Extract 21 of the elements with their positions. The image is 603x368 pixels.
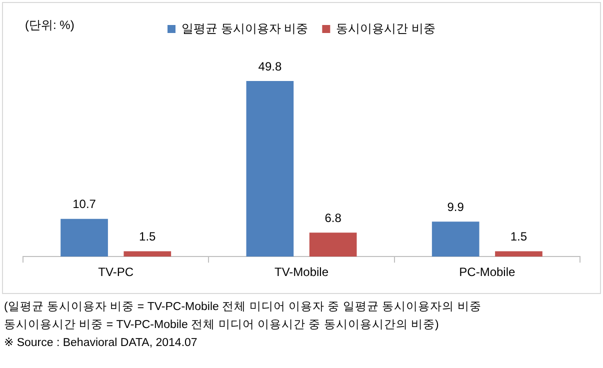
bar	[309, 232, 357, 257]
legend-label: 일평균 동시이용자 비중	[182, 21, 308, 36]
text: (일평균 동시이용자 비중 = TV-PC-Mobile 전체 미디어 이용자 중 일평균 동시이용자의 비중	[4, 300, 482, 315]
data-label: 1.5	[139, 230, 156, 244]
bar	[432, 222, 480, 257]
bar	[246, 80, 294, 257]
data-label: 9.9	[447, 200, 464, 214]
x-tick-label: TV-Mobile	[274, 265, 329, 280]
y-axis-title: (단위: %)	[25, 17, 74, 34]
data-label: 49.8	[258, 59, 282, 74]
bar	[124, 251, 172, 257]
bar	[495, 251, 542, 257]
bar	[60, 218, 108, 257]
data-label: 10.7	[72, 197, 96, 212]
legend-label: 동시이용시간 비중	[336, 21, 436, 36]
x-tick-label: PC-Mobile	[459, 265, 516, 280]
x-tick-label: TV-PC	[98, 265, 134, 280]
text: ※ Source : Behavioral DATA, 2014.07	[4, 336, 198, 351]
data-label: 1.5	[510, 230, 528, 244]
text: 동시이용시간 비중 = TV-PC-Mobile 전체 미디어 이용시간 중 동시이용시간의 비중)	[4, 318, 440, 333]
data-label: 6.8	[324, 210, 342, 225]
